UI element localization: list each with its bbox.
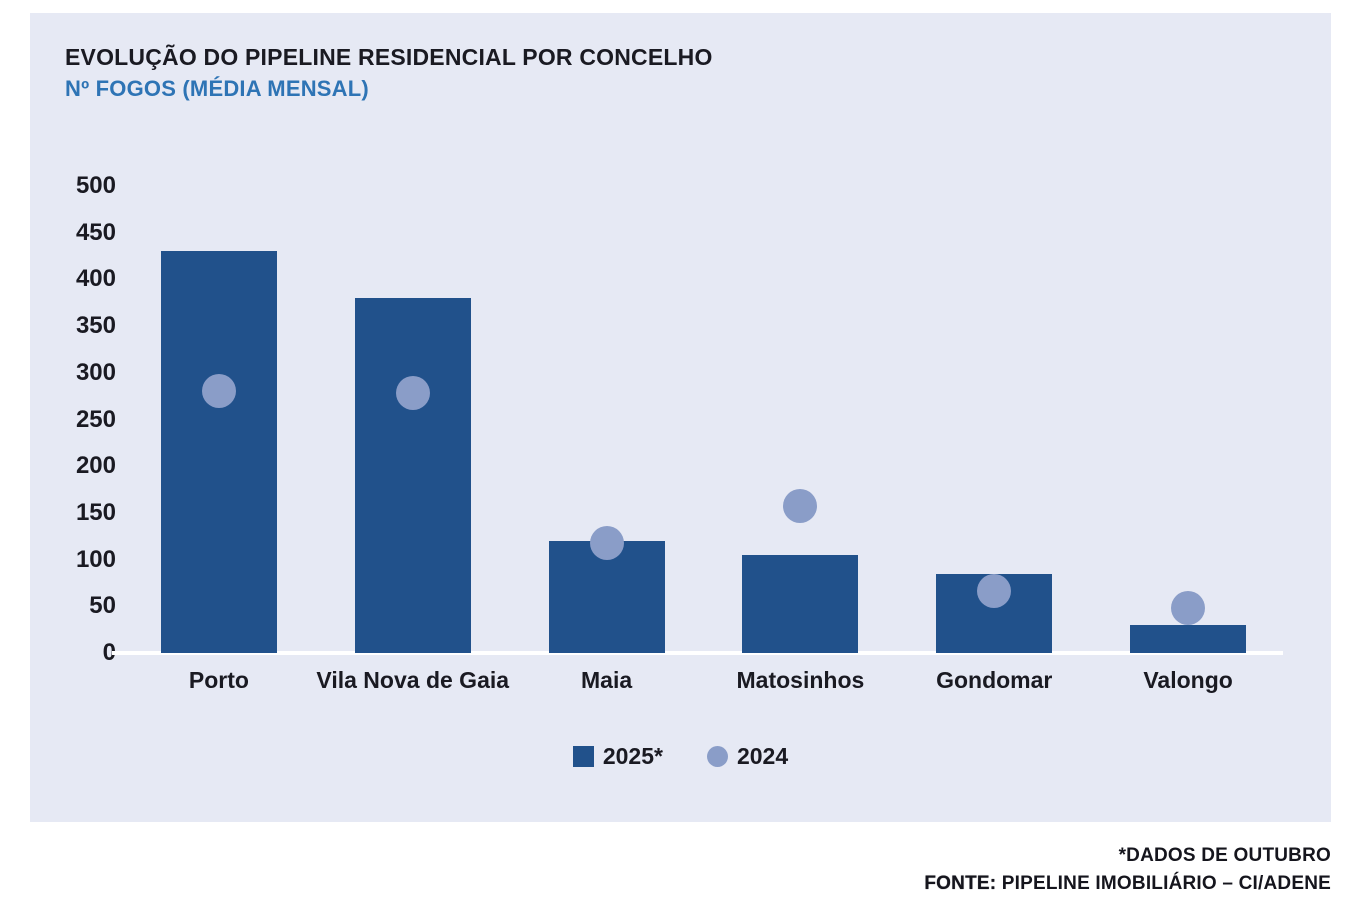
x-axis-label: Vila Nova de Gaia <box>316 667 510 693</box>
legend-label: 2024 <box>736 743 789 769</box>
category-slot: Valongo <box>1091 186 1285 693</box>
y-axis: 500 450 400 350 300 250 200 150 100 50 0 <box>58 173 116 666</box>
dot-2024-maia <box>589 525 624 560</box>
y-tick-label: 300 <box>75 358 116 386</box>
dot-2024-valongo <box>1171 591 1206 626</box>
source-label: FONTE: <box>924 873 997 894</box>
bar-2025-matosinhos <box>742 554 859 653</box>
bar-2025-valongo <box>1130 624 1247 653</box>
x-axis-label: Porto <box>188 667 249 693</box>
dot-2024-matosinhos <box>783 489 818 524</box>
chart-panel: EVOLUÇÃO DO PIPELINE RESIDENCIAL POR CON… <box>30 13 1331 822</box>
dot-2024-vila-nova-de-gaia <box>395 376 430 411</box>
legend: 2025* 2024 <box>30 743 1331 770</box>
footer: *DADOS DE OUTUBRO FONTE: PIPELINE IMOBIL… <box>924 842 1331 898</box>
chart-title: EVOLUÇÃO DO PIPELINE RESIDENCIAL POR CON… <box>65 44 713 70</box>
x-axis-label: Maia <box>581 667 633 693</box>
bar-2025-vila-nova-de-gaia <box>354 298 471 653</box>
x-axis-label: Valongo <box>1143 667 1233 693</box>
legend-label: 2025* <box>602 743 663 769</box>
x-axis-label: Gondomar <box>936 667 1053 693</box>
y-tick-label: 250 <box>75 405 116 433</box>
x-axis-line <box>112 651 1283 655</box>
category-slot: Maia <box>510 186 704 693</box>
chart-subtitle: Nº FOGOS (MÉDIA MENSAL) <box>65 76 369 101</box>
y-tick-label: 350 <box>75 312 116 340</box>
y-tick-label: 0 <box>102 639 116 666</box>
dot-2024-gondomar <box>977 574 1012 609</box>
source-line: FONTE: PIPELINE IMOBILIÁRIO – CI/ADENE <box>924 870 1331 898</box>
plot-area: Porto Vila Nova de Gaia Maia Matosinhos Gond… <box>112 186 1285 693</box>
x-axis-label: Matosinhos <box>736 667 865 693</box>
category-slot: Gondomar <box>897 186 1091 693</box>
y-tick-label: 500 <box>75 172 116 199</box>
dot-2024-porto <box>201 374 236 409</box>
y-tick-label: 50 <box>89 592 116 620</box>
y-tick-label: 400 <box>75 265 116 293</box>
legend-item-2025: 2025* <box>572 743 663 770</box>
footnote: *DADOS DE OUTUBRO <box>1118 845 1331 866</box>
y-tick-label: 100 <box>75 545 116 573</box>
category-slot: Vila Nova de Gaia <box>316 186 510 693</box>
legend-marker-square <box>572 746 594 767</box>
bar-2025-porto <box>160 251 277 653</box>
y-tick-label: 200 <box>75 452 116 480</box>
y-tick-label: 150 <box>75 498 116 526</box>
legend-marker-circle <box>706 746 728 767</box>
legend-item-2024: 2024 <box>706 743 789 770</box>
category-slot: Matosinhos <box>704 186 898 693</box>
source-text: PIPELINE IMOBILIÁRIO – CI/ADENE <box>996 873 1331 894</box>
category-slot: Porto <box>122 186 316 693</box>
y-tick-label: 450 <box>75 218 116 246</box>
